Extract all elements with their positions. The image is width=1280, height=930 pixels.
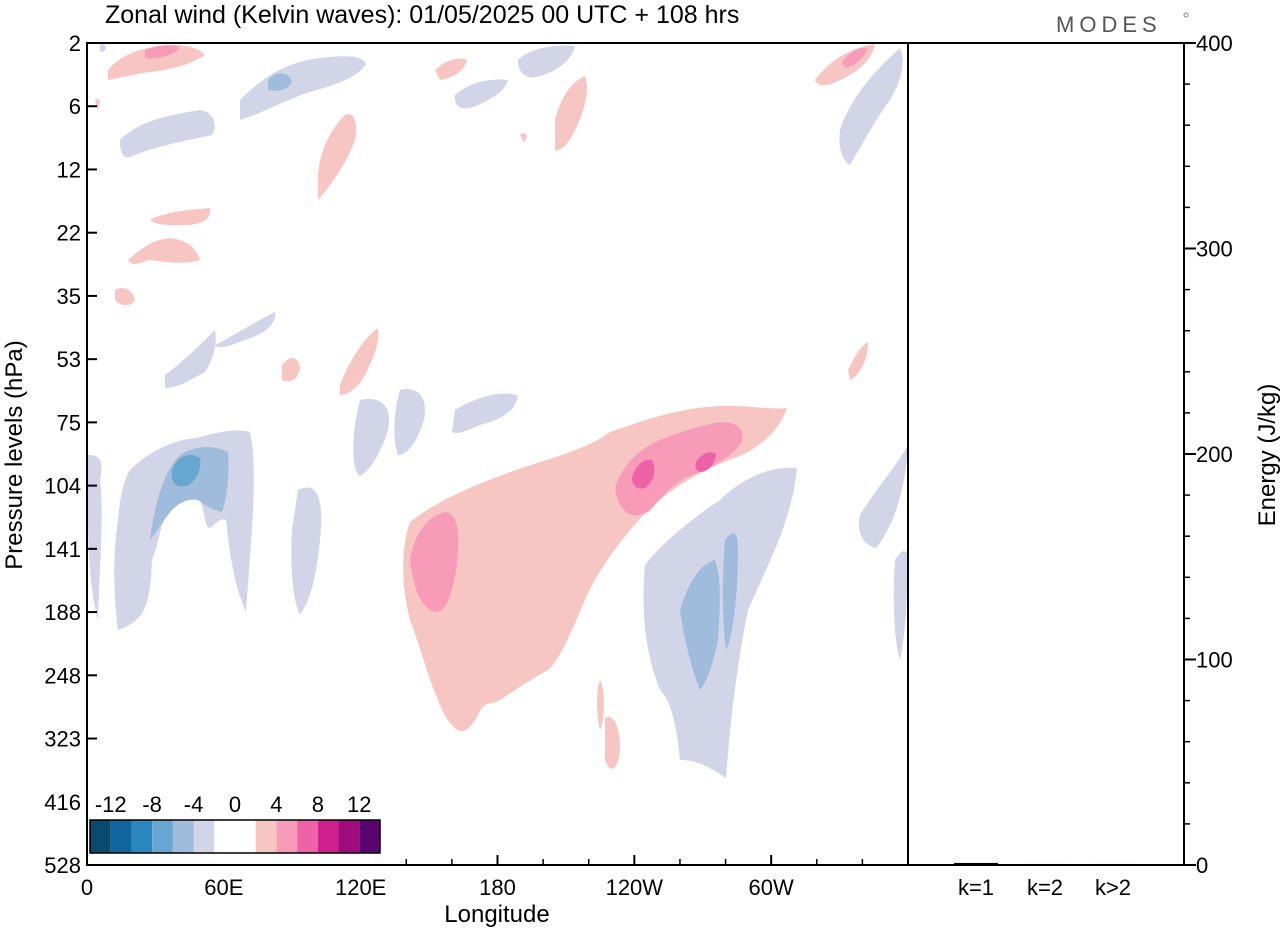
colorbar-swatch bbox=[193, 820, 215, 853]
colorbar-swatch bbox=[255, 820, 277, 853]
colorbar-swatch bbox=[235, 820, 256, 853]
y-tick-label: 528 bbox=[44, 853, 81, 878]
y-tick-label: 104 bbox=[44, 474, 81, 499]
contour-layer bbox=[88, 44, 908, 778]
pressure-axis: 2 6 12 22 35 53 75 104 141 188 248 323 416 528 bbox=[44, 31, 97, 878]
y-tick-label: 188 bbox=[44, 600, 81, 625]
energy-tick-label: 0 bbox=[1196, 853, 1208, 878]
energy-tick-label: 200 bbox=[1196, 442, 1233, 467]
colorbar-swatch bbox=[276, 820, 298, 853]
y-tick-label: 12 bbox=[57, 157, 81, 182]
colorbar-swatch bbox=[172, 820, 194, 853]
negative-contours-level2 bbox=[150, 73, 738, 690]
y-tick-label: 323 bbox=[44, 727, 81, 752]
colorbar-swatch bbox=[297, 820, 318, 853]
energy-category-label: k=1 bbox=[958, 875, 994, 900]
positive-contours-level3 bbox=[632, 452, 716, 489]
y-tick-label: 416 bbox=[44, 790, 81, 815]
y-tick-label: 141 bbox=[44, 537, 81, 562]
energy-tick-label: 400 bbox=[1196, 31, 1233, 56]
y-tick-label: 53 bbox=[57, 347, 81, 372]
negative-contours-level3 bbox=[171, 455, 201, 487]
colorbar-swatch bbox=[338, 820, 360, 853]
y-tick-label: 75 bbox=[57, 410, 81, 435]
energy-tick-label: 100 bbox=[1196, 648, 1233, 673]
colorbar-label: -4 bbox=[184, 792, 204, 817]
energy-bar bbox=[954, 862, 998, 865]
y-tick-label: 248 bbox=[44, 663, 81, 688]
colorbar-label: 4 bbox=[270, 792, 282, 817]
colorbar-label: 12 bbox=[347, 792, 371, 817]
y-axis-label: Pressure levels (hPa) bbox=[1, 340, 28, 569]
energy-bar bbox=[1091, 863, 1135, 865]
energy-axis-label: Energy (J/kg) bbox=[1254, 384, 1280, 527]
x-tick-label: 60E bbox=[204, 875, 243, 900]
positive-contours-level2 bbox=[145, 45, 868, 612]
colorbar-label: 0 bbox=[229, 792, 241, 817]
colorbar-swatch bbox=[152, 820, 173, 853]
x-tick-label: 0 bbox=[81, 875, 93, 900]
colorbar-swatch bbox=[359, 820, 380, 853]
y-tick-label: 6 bbox=[69, 94, 81, 119]
longitude-axis: 0 60E 120E 180 120W 60W bbox=[81, 855, 864, 900]
x-tick-label: 120W bbox=[606, 875, 664, 900]
colorbar-swatch bbox=[131, 820, 153, 853]
colorbar: -12 -8 -4 0 4 8 12 bbox=[89, 792, 381, 854]
energy-category-label: k>2 bbox=[1095, 875, 1131, 900]
x-tick-label: 180 bbox=[479, 875, 516, 900]
logo-mark-icon bbox=[1183, 12, 1189, 18]
colorbar-swatch bbox=[110, 820, 132, 853]
colorbar-border bbox=[89, 819, 381, 854]
x-tick-label: 60W bbox=[749, 875, 794, 900]
colorbar-swatch bbox=[214, 820, 235, 853]
y-tick-label: 22 bbox=[57, 221, 81, 246]
x-tick-label: 120E bbox=[335, 875, 386, 900]
colorbar-swatch bbox=[90, 820, 111, 853]
colorbar-label: -8 bbox=[142, 792, 162, 817]
energy-panel-frame bbox=[907, 42, 1185, 866]
colorbar-label: 8 bbox=[312, 792, 324, 817]
chart-title: Zonal wind (Kelvin waves): 01/05/2025 00… bbox=[105, 1, 739, 29]
colorbar-label: -12 bbox=[95, 792, 127, 817]
modes-logo: MODES bbox=[1056, 12, 1162, 37]
energy-tick-label: 300 bbox=[1196, 237, 1233, 262]
energy-category-label: k=2 bbox=[1027, 875, 1063, 900]
energy-bar bbox=[1023, 863, 1067, 865]
colorbar-swatch bbox=[317, 820, 339, 853]
y-tick-label: 35 bbox=[57, 284, 81, 309]
energy-bars: k=1 k=2 k>2 bbox=[954, 862, 1135, 900]
y-tick-label: 2 bbox=[69, 31, 81, 56]
energy-axis: 0 100 200 300 400 bbox=[1184, 31, 1233, 878]
x-axis-label: Longitude bbox=[444, 901, 549, 928]
